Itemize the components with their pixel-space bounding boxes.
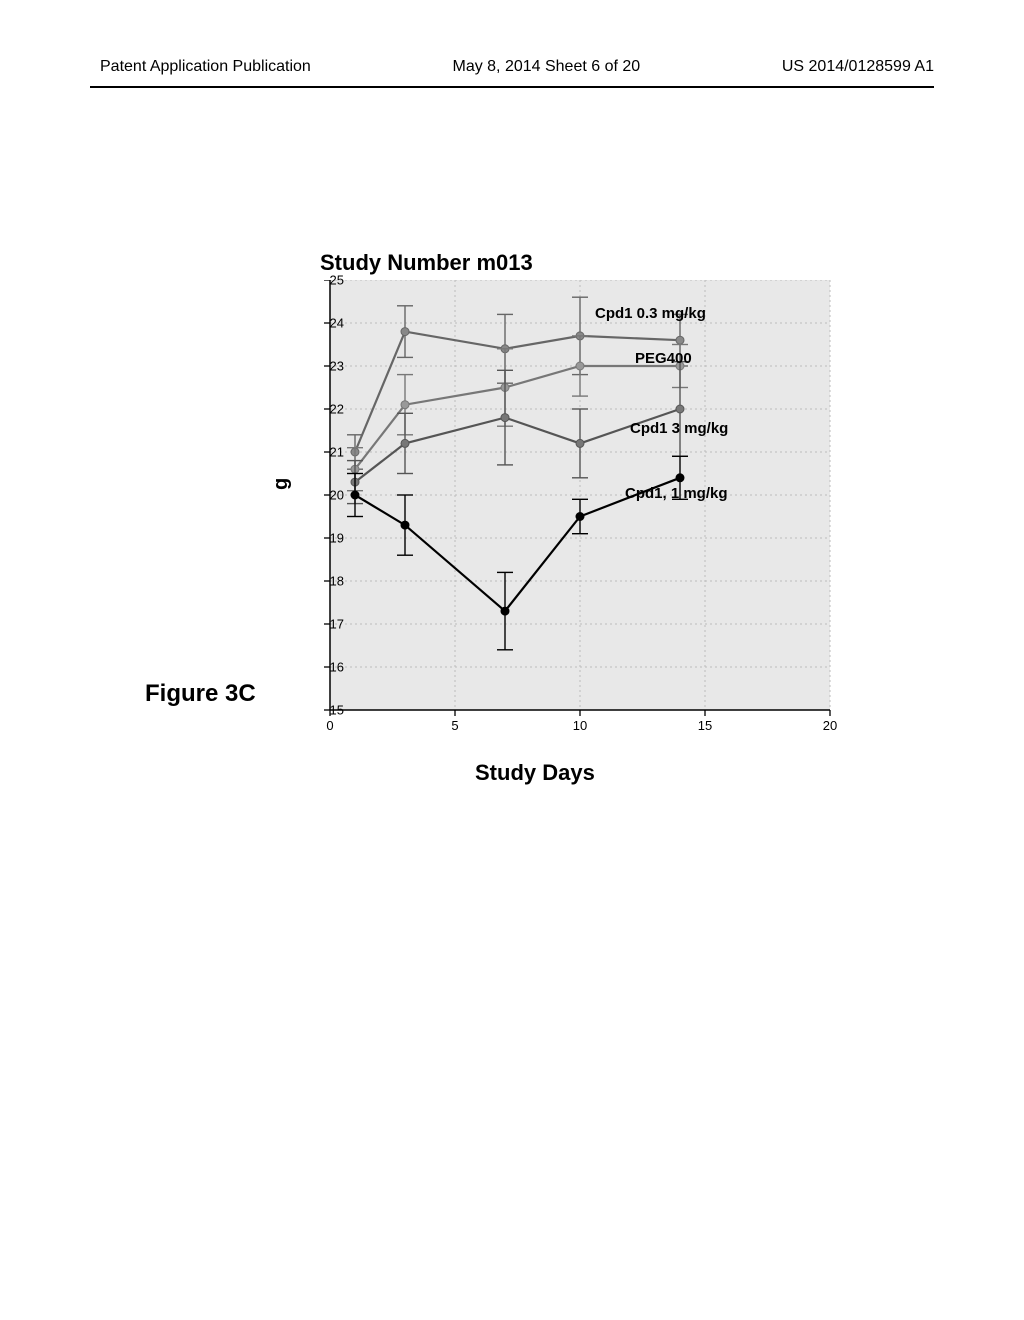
ytick-label: 16 [330,660,344,675]
header-right: US 2014/0128599 A1 [782,58,934,76]
ytick-label: 17 [330,617,344,632]
xtick-label: 20 [823,718,837,733]
x-axis-label: Study Days [475,760,595,786]
header-left: Patent Application Publication [100,58,311,76]
header-rule [90,86,934,88]
ytick-label: 22 [330,402,344,417]
chart: Study Number m013 g Study Days 151617181… [310,280,850,880]
figure-label: Figure 3C [145,680,256,708]
ytick-label: 19 [330,531,344,546]
xtick-label: 5 [451,718,458,733]
ytick-label: 20 [330,488,344,503]
series-label: Cpd1 0.3 mg/kg [595,305,706,322]
ytick-label: 25 [330,273,344,288]
series-label: Cpd1 3 mg/kg [630,420,728,437]
series-label: Cpd1, 1 mg/kg [625,485,728,502]
ytick-label: 15 [330,703,344,718]
ytick-label: 18 [330,574,344,589]
patent-header: Patent Application Publication May 8, 20… [0,58,1024,76]
xtick-label: 0 [326,718,333,733]
xtick-label: 10 [573,718,587,733]
chart-title: Study Number m013 [320,250,533,276]
ytick-label: 24 [330,316,344,331]
plot-svg [310,280,850,740]
xtick-label: 15 [698,718,712,733]
ytick-label: 23 [330,359,344,374]
ytick-label: 21 [330,445,344,460]
y-axis-label: g [270,478,293,490]
series-label: PEG400 [635,350,692,367]
header-center: May 8, 2014 Sheet 6 of 20 [452,58,640,76]
